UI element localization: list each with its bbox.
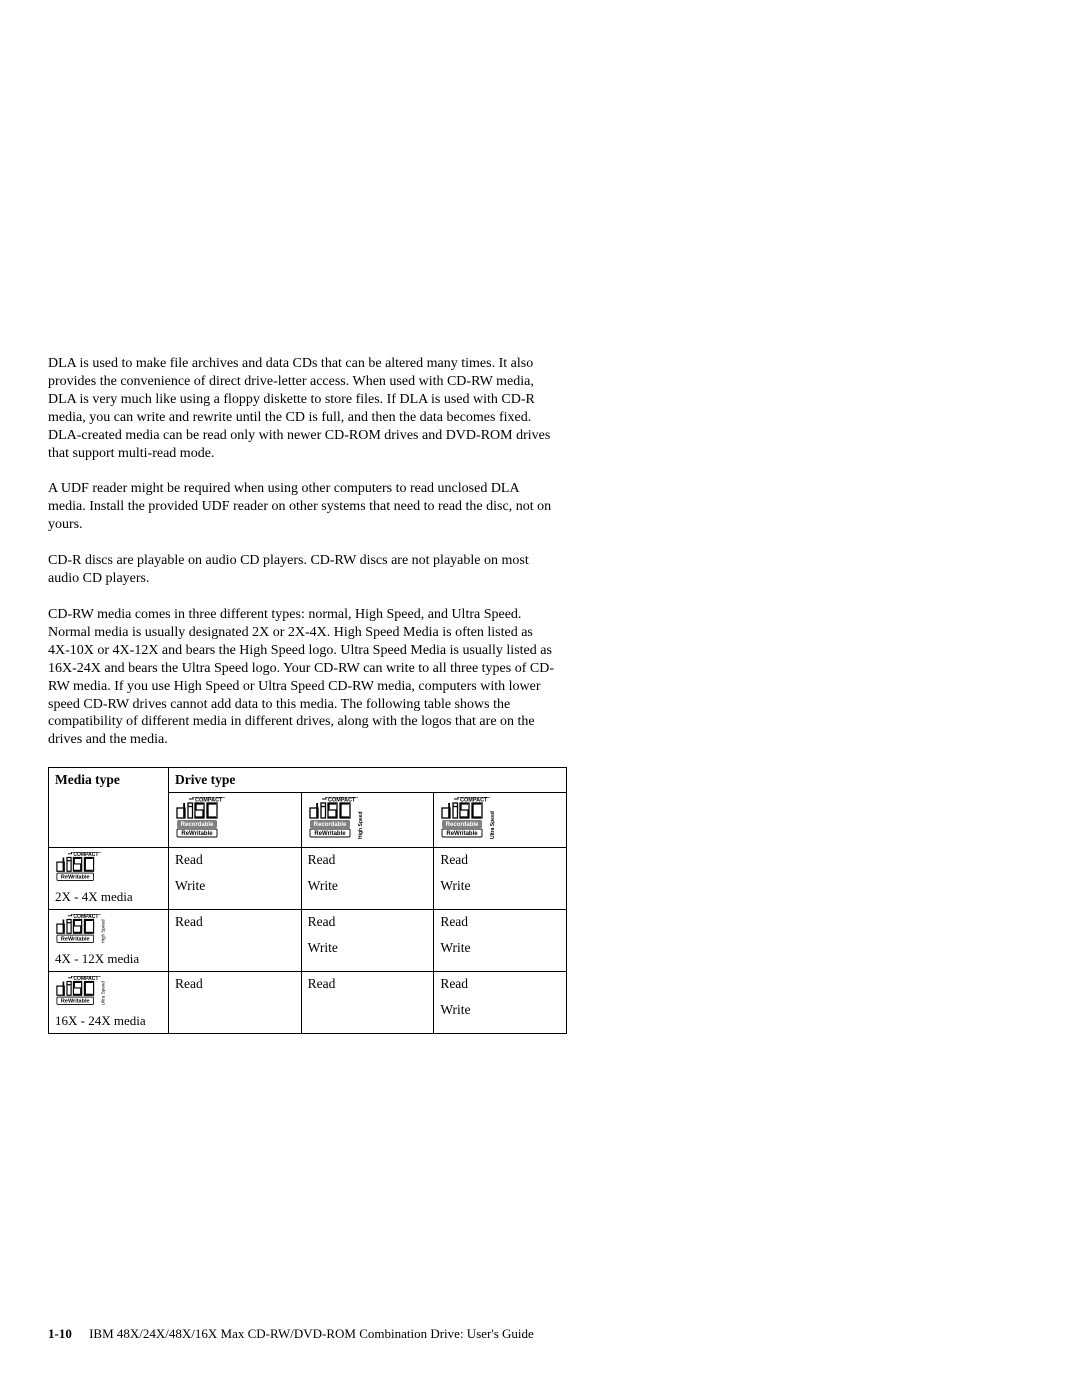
compat-cell: Read: [169, 972, 302, 1034]
paragraph-2: A UDF reader might be required when usin…: [48, 480, 558, 534]
write-capability: Write: [440, 1002, 560, 1018]
media-type-cell: COMPACTReWritableHigh Speed4X - 12X medi…: [49, 910, 169, 972]
svg-text:ReWritable: ReWritable: [314, 831, 346, 837]
read-capability: Read: [175, 914, 295, 930]
svg-text:High Speed: High Speed: [101, 919, 106, 943]
compact-disc-logo-icon: COMPACTRecordableReWritableUltra Speed: [440, 797, 502, 843]
footer-page-number: 1-10: [48, 1326, 72, 1341]
media-speed-label: 2X - 4X media: [55, 889, 162, 905]
svg-text:Ultra Speed: Ultra Speed: [490, 811, 496, 839]
media-type-cell: COMPACTReWritableUltra Speed16X - 24X me…: [49, 972, 169, 1034]
svg-text:Recordable: Recordable: [181, 822, 214, 828]
drive-logo-ultra_speed: COMPACTRecordableReWritableUltra Speed: [434, 793, 567, 848]
compat-cell: Read: [301, 972, 434, 1034]
write-capability: Write: [175, 878, 295, 894]
compat-cell: Read Write: [169, 848, 302, 910]
read-capability: Read: [440, 852, 560, 868]
drive-logo-high_speed: COMPACTRecordableReWritableHigh Speed: [301, 793, 434, 848]
compat-cell: Read Write: [434, 972, 567, 1034]
table-row: COMPACTReWritableHigh Speed4X - 12X medi…: [49, 910, 567, 972]
svg-text:ReWritable: ReWritable: [181, 831, 213, 837]
write-capability: Write: [308, 940, 428, 956]
table-header-drive-type: Drive type: [169, 768, 567, 793]
media-speed-label: 4X - 12X media: [55, 951, 162, 967]
svg-text:ReWritable: ReWritable: [61, 937, 90, 943]
read-capability: Read: [175, 852, 295, 868]
media-type-cell: COMPACTReWritable 2X - 4X media: [49, 848, 169, 910]
svg-text:ReWritable: ReWritable: [61, 999, 90, 1005]
compat-cell: Read: [169, 910, 302, 972]
write-capability: Write: [308, 878, 428, 894]
paragraph-1: DLA is used to make file archives and da…: [48, 355, 558, 462]
read-capability: Read: [175, 976, 295, 992]
svg-text:High Speed: High Speed: [358, 812, 364, 840]
read-capability: Read: [308, 914, 428, 930]
footer-title: IBM 48X/24X/48X/16X Max CD-RW/DVD-ROM Co…: [89, 1326, 534, 1341]
compat-cell: Read Write: [434, 848, 567, 910]
compatibility-table: Media type Drive type COMPACTRecordableR…: [48, 767, 567, 1034]
compact-disc-logo-icon: COMPACTReWritableHigh Speed: [55, 914, 112, 947]
write-capability: Write: [440, 940, 560, 956]
compat-cell: Read Write: [301, 910, 434, 972]
read-capability: Read: [440, 976, 560, 992]
page-footer: 1-10 IBM 48X/24X/48X/16X Max CD-RW/DVD-R…: [48, 1326, 534, 1342]
page-content: DLA is used to make file archives and da…: [48, 355, 558, 1034]
table-body: COMPACTReWritable2X - 4X mediaReadWriteR…: [49, 848, 567, 1034]
read-capability: Read: [440, 914, 560, 930]
svg-text:ReWritable: ReWritable: [447, 831, 479, 837]
svg-text:Recordable: Recordable: [446, 822, 479, 828]
compact-disc-logo-icon: COMPACTRecordableReWritableHigh Speed: [308, 797, 370, 843]
compact-disc-logo-icon: COMPACTReWritableUltra Speed: [55, 976, 112, 1009]
paragraph-4: CD-RW media comes in three different typ…: [48, 606, 558, 749]
compat-cell: Read Write: [434, 910, 567, 972]
drive-logo-normal: COMPACTRecordableReWritable: [169, 793, 302, 848]
svg-text:Recordable: Recordable: [313, 822, 346, 828]
compact-disc-logo-icon: COMPACTReWritable: [55, 852, 112, 885]
media-speed-label: 16X - 24X media: [55, 1013, 162, 1029]
table-header-media-type: Media type: [49, 768, 169, 848]
table-row: COMPACTReWritableUltra Speed16X - 24X me…: [49, 972, 567, 1034]
table-row: COMPACTReWritable2X - 4X mediaReadWriteR…: [49, 848, 567, 910]
paragraph-3: CD-R discs are playable on audio CD play…: [48, 552, 558, 588]
read-capability: Read: [308, 976, 428, 992]
svg-text:ReWritable: ReWritable: [61, 875, 90, 881]
write-capability: Write: [440, 878, 560, 894]
compat-cell: Read Write: [301, 848, 434, 910]
read-capability: Read: [308, 852, 428, 868]
svg-text:Ultra Speed: Ultra Speed: [101, 981, 106, 1006]
compact-disc-logo-icon: COMPACTRecordableReWritable: [175, 797, 237, 843]
